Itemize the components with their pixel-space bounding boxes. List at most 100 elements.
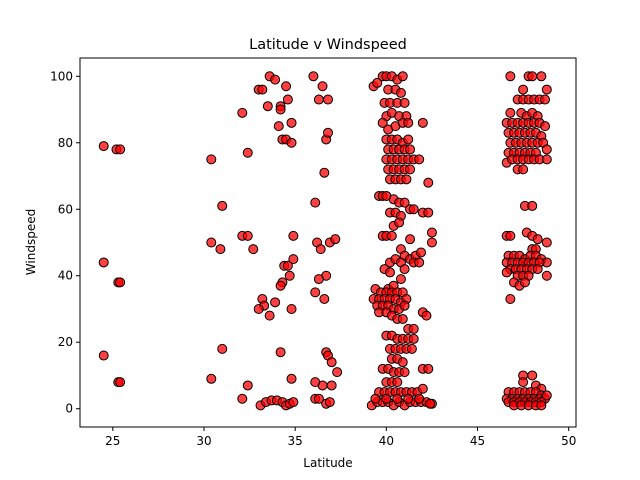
data-point [392,393,403,404]
data-point [286,137,297,148]
data-point [381,393,392,404]
data-point [421,310,432,321]
chart-title: Latitude v Windspeed [249,37,407,53]
data-point [399,97,410,108]
y-tick-label: 80 [58,136,73,150]
y-tick-label: 20 [58,335,73,349]
data-point [206,154,217,165]
x-axis-ticks: 25 30 35 40 45 50 [105,427,576,448]
data-point [425,398,436,409]
data-point [262,101,273,112]
data-point [395,274,406,285]
data-point [385,267,395,278]
data-point [275,104,286,115]
data-point [518,84,529,95]
data-point [519,277,530,288]
data-point [284,270,295,281]
data-point [323,127,333,138]
data-point [417,117,428,128]
data-point [286,373,297,384]
data-point [324,397,335,408]
data-point [330,234,341,245]
data-point [370,393,381,404]
data-point [403,117,414,128]
data-point [217,343,228,354]
y-tick-label: 40 [58,269,73,283]
data-point [273,121,284,132]
data-point [505,294,516,305]
data-point [98,350,109,361]
data-point [323,94,333,105]
data-point [536,400,547,411]
data-point [397,313,408,324]
y-tick-label: 100 [50,69,73,83]
data-point [397,357,408,368]
data-point [288,397,299,408]
data-point [505,107,516,118]
y-axis-label: Windspeed [24,209,38,275]
data-point [264,310,275,321]
data-point [257,84,268,95]
data-point [403,134,414,145]
data-point [541,390,552,401]
x-tick-label: 45 [470,434,485,448]
data-point [392,377,403,388]
data-point [532,234,543,245]
data-point [541,237,552,248]
data-point [270,297,281,308]
data-point [237,107,248,118]
data-point [386,230,397,241]
data-point [399,367,410,378]
data-point [286,117,297,128]
data-point [98,257,109,268]
x-tick-label: 40 [379,434,394,448]
data-point [406,343,417,354]
data-point [399,197,410,208]
data-point [541,84,552,95]
data-point [414,257,425,268]
data-point [541,144,552,155]
data-point [308,71,319,82]
data-points [98,71,552,411]
data-point [326,357,337,368]
data-point [242,147,253,158]
data-point [426,237,437,248]
x-tick-label: 50 [561,434,576,448]
data-point [253,303,264,314]
data-point [426,227,437,238]
data-point [408,323,419,334]
data-point [527,71,538,82]
data-point [408,333,419,344]
data-point [403,393,414,404]
data-point [115,377,126,388]
data-point [536,71,547,82]
data-point [518,164,529,175]
data-point [405,164,416,175]
data-point [399,300,410,311]
data-point [397,71,408,82]
data-point [313,393,324,404]
data-point [417,383,428,394]
data-point [414,393,425,404]
x-tick-label: 35 [288,434,303,448]
data-point [319,167,330,178]
data-point [527,200,538,211]
data-point [310,287,321,298]
data-point [98,141,109,152]
data-point [541,270,552,281]
data-point [310,377,321,388]
data-point [282,94,293,105]
plot-frame [79,57,577,428]
data-point [237,393,248,404]
data-point [242,230,253,241]
data-point [286,303,297,314]
data-point [540,94,550,105]
data-point [217,200,228,211]
data-point [275,347,286,358]
data-point [518,377,529,388]
data-point [248,244,259,255]
data-point [399,264,410,275]
data-point [288,230,299,241]
data-point [401,174,412,185]
